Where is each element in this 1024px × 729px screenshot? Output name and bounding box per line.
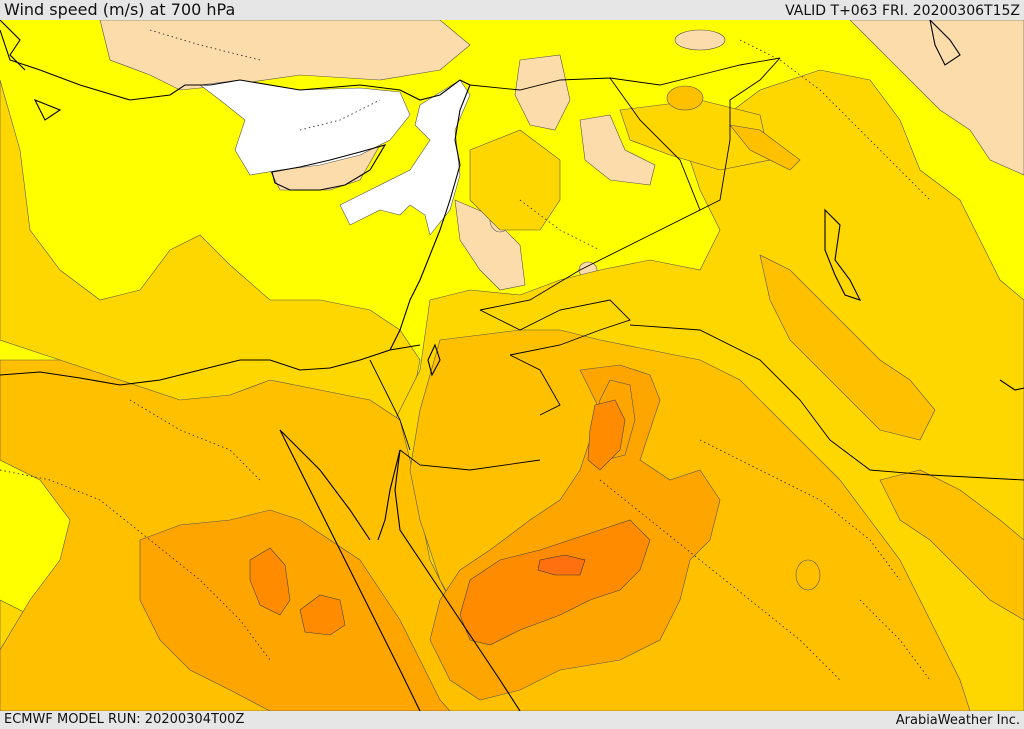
dotted-border-3 [599, 479, 841, 681]
dotted-border-9 [859, 599, 931, 681]
footer-bar: ECMWF MODEL RUN: 20200304T00Z ArabiaWeat… [0, 711, 1024, 729]
dotted-border-1 [0, 469, 271, 661]
border-iraq-iran [699, 57, 781, 211]
orange-zone-egypt [139, 509, 451, 711]
coastlines [0, 20, 1024, 711]
coast-lake-tharthar [824, 208, 862, 301]
border-egypt-sudan [399, 449, 541, 471]
light-zone-spot-5 [674, 29, 726, 51]
gold-zone-north-ridge [619, 99, 771, 171]
max-zone-arabia [537, 554, 586, 576]
model-run: ECMWF MODEL RUN: 20200304T00Z [4, 712, 245, 727]
country-borders [369, 57, 1024, 481]
coast-levant [389, 84, 471, 351]
coast-cyprus [271, 144, 387, 191]
dotted-border-8 [519, 199, 601, 251]
valid-time: VALID T+063 FRI. 20200306T15Z [785, 3, 1020, 19]
strong-zone-egypt-1 [249, 547, 291, 616]
strong-zone-egypt-2 [299, 594, 346, 636]
coast-turkey-south [0, 29, 471, 101]
coast-dead-sea [427, 343, 441, 377]
dotted-region-borders [0, 29, 931, 681]
coast-egypt-north [0, 344, 421, 386]
coast-gulf-suez [279, 429, 371, 541]
gold-zone-north-center [469, 129, 561, 231]
coast-aegean-islands [0, 20, 62, 121]
coast-gulf-aqaba [377, 449, 401, 541]
max-wind-zones [537, 554, 586, 576]
coast-caspian-corner [929, 20, 961, 66]
light-zone-syria [579, 114, 656, 186]
amber-zone-spot-2 [795, 559, 821, 591]
border-syria-iraq [479, 77, 701, 311]
border-jordan [479, 299, 631, 356]
light-zone-north-center [514, 54, 571, 131]
border-egypt-israel [369, 359, 411, 451]
amber-zone-iraq-band [759, 254, 936, 441]
amber-zone-east [879, 469, 1024, 621]
border-jordan-saudi [509, 354, 561, 416]
map-title: Wind speed (m/s) at 700 hPa [4, 0, 236, 19]
amber-zone-north-streak [729, 124, 801, 171]
dotted-border-5 [299, 99, 381, 131]
wind-speed-map [0, 20, 1024, 711]
coast-red-sea-east [394, 449, 521, 711]
strong-wind-zones [249, 399, 651, 646]
strong-zone-north [587, 399, 626, 471]
light-zone-turkey [99, 20, 471, 91]
dotted-border-6 [739, 39, 931, 201]
strong-zone-arabia [459, 519, 651, 646]
border-turkey-syria [469, 57, 781, 91]
coast-persian-gulf [999, 379, 1024, 391]
light-zone-northeast [849, 20, 1024, 176]
coast-red-sea-west [279, 429, 421, 711]
header-bar: Wind speed (m/s) at 700 hPa VALID T+063 … [0, 0, 1024, 20]
amber-zone-spot-1 [666, 85, 704, 111]
credit-label: ArabiaWeather Inc. [895, 713, 1020, 728]
border-iraq-saudi [629, 324, 1024, 481]
